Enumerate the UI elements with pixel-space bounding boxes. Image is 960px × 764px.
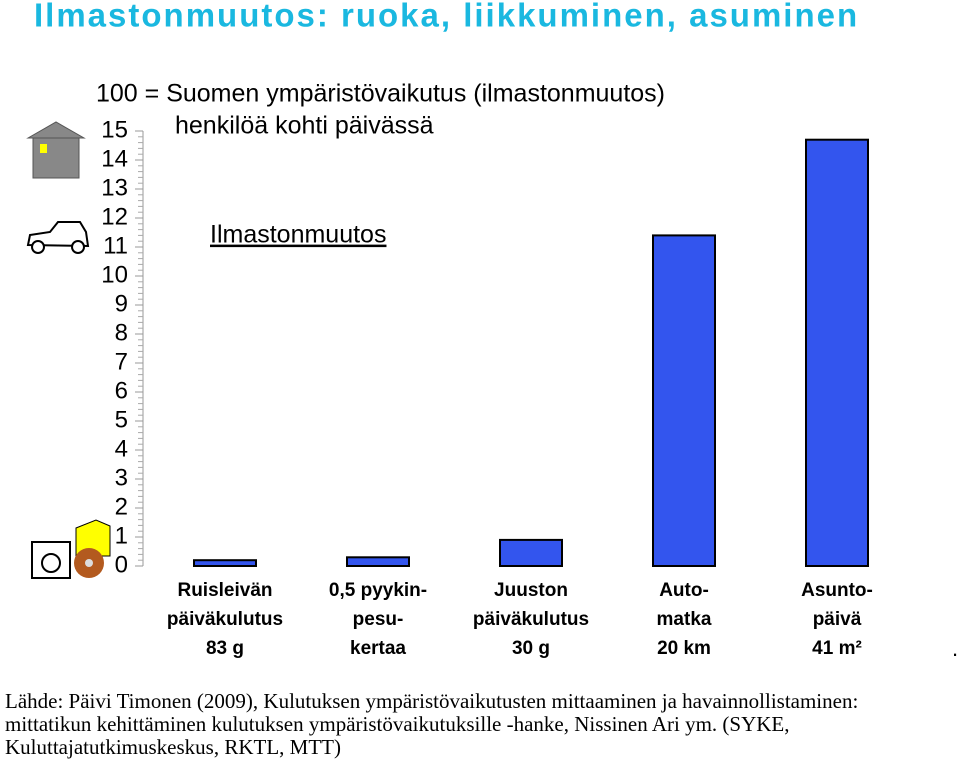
y-tick-label: 9 [115,290,128,317]
bread-icon [74,548,104,578]
y-tick-label: 2 [115,493,128,520]
x-tick-label: matka [657,609,712,630]
y-tick-label: 6 [115,377,128,404]
x-tick-label: päiväkulutus [473,609,589,630]
bar [499,538,563,568]
y-tick-label: 5 [115,406,128,433]
y-tick-label: 13 [101,174,128,201]
y-tick-label: 8 [115,319,128,346]
x-tick-label: Asunto- [801,580,873,601]
x-tick-label: 20 km [657,638,711,659]
note: . [952,636,958,661]
x-tick-label: päiväkulutus [167,609,283,630]
bar [193,559,257,568]
x-tick-label: päivä [813,609,862,630]
x-tick-label: 0,5 pyykin- [329,580,427,601]
y-tick-label: 12 [101,203,128,230]
subtitle: 100 = Suomen ympäristövaikutus (ilmaston… [96,80,665,108]
source-text: mittatikun kehittäminen kulutuksen ympär… [5,712,790,736]
x-tick-label: pesu- [353,609,404,630]
house-icon [26,121,86,179]
bar [346,556,410,567]
x-tick-label: Juuston [494,580,568,601]
subtitle: henkilöä kohti päivässä [175,112,434,140]
y-tick-label: 7 [115,348,128,375]
washer-icon [31,541,71,579]
x-tick-label: Ruisleivän [177,580,272,601]
x-tick-label: Auto- [659,580,709,601]
source-text: Lähde: Päivi Timonen (2009), Kulutuksen … [5,689,858,713]
y-tick-label: 0 [115,551,128,578]
bar [652,234,716,567]
x-tick-label: kertaa [350,638,406,659]
series-label: Ilmastonmuutos [210,221,386,249]
x-tick-label: 30 g [512,638,550,659]
y-tick-label: 4 [115,435,128,462]
y-tick-label: 3 [115,464,128,491]
chart-title: Ilmastonmuutos: ruoka, liikkuminen, asum… [34,0,859,34]
y-tick-label: 14 [101,145,128,172]
y-tick-label: 10 [101,261,128,288]
source-text: Kuluttajatutkimuskeskus, RKTL, MTT) [5,735,341,759]
y-tick-label: 15 [101,116,128,143]
x-tick-label: 41 m² [812,638,862,659]
y-tick-label: 1 [115,522,128,549]
bar [805,138,869,567]
car-icon [26,221,90,254]
x-tick-label: 83 g [206,638,244,659]
y-tick-label: 11 [103,232,128,259]
cheese-icon [75,519,111,557]
